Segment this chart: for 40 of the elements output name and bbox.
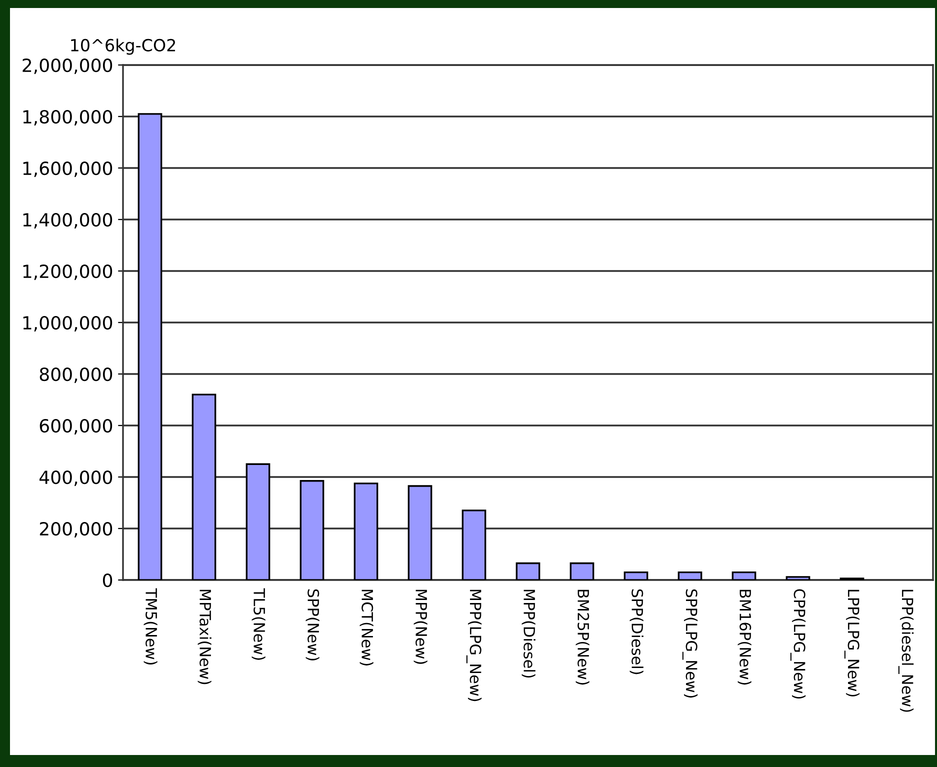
x-tick-label: TL5(New): [252, 588, 266, 660]
bar: [624, 571, 648, 580]
x-tick-label: CPP(LPG_New): [790, 589, 806, 699]
bar: [516, 562, 540, 580]
bar: [786, 576, 810, 580]
x-tick-label: BM25P(New): [576, 590, 590, 685]
bar: [732, 571, 756, 580]
bar: [246, 463, 270, 580]
x-tick-label: MPP(Diesel): [522, 590, 536, 678]
y-tick-label: 600,000: [40, 418, 112, 434]
y-tick-label: 0: [102, 573, 112, 588]
y-axis-title: 10^6kg-CO2: [71, 38, 176, 55]
x-tick-label: TM5(New): [144, 588, 158, 664]
x-tick-label: LPP(LPG_New): [844, 590, 860, 696]
x-tick-label: BM16P(New): [738, 590, 752, 685]
y-tick-label: 2,000,000: [22, 58, 112, 74]
x-tick-label: MCT(New): [360, 590, 374, 666]
bar: [192, 394, 216, 580]
x-tick-label: SPP(New): [306, 589, 320, 660]
bar: [300, 480, 324, 580]
y-tick-label: 1,800,000: [23, 110, 112, 126]
bar: [678, 571, 702, 580]
x-tick-label: SPP(Diesel): [630, 589, 644, 674]
y-tick-label: 800,000: [40, 367, 112, 383]
bar: [462, 510, 486, 580]
x-tick-label: SPP(LPG_New): [682, 589, 698, 698]
bar: [138, 113, 162, 580]
y-tick-label: 1,200,000: [23, 264, 112, 280]
bar: [354, 482, 378, 580]
bar: [408, 485, 432, 580]
x-tick-label: MPTaxi(New): [198, 590, 212, 684]
y-tick-label: 200,000: [40, 522, 112, 538]
y-tick-label: 1,600,000: [23, 161, 112, 177]
y-tick-label: 1,000,000: [23, 316, 112, 332]
y-tick-label: 1,400,000: [23, 212, 112, 228]
x-tick-label: LPP(diesel_New): [898, 590, 914, 712]
x-tick-label: MPP(New): [414, 590, 428, 664]
x-tick-label: MPP(LPG_New): [466, 590, 482, 702]
bar: [570, 562, 594, 580]
y-tick-label: 400,000: [39, 470, 112, 486]
